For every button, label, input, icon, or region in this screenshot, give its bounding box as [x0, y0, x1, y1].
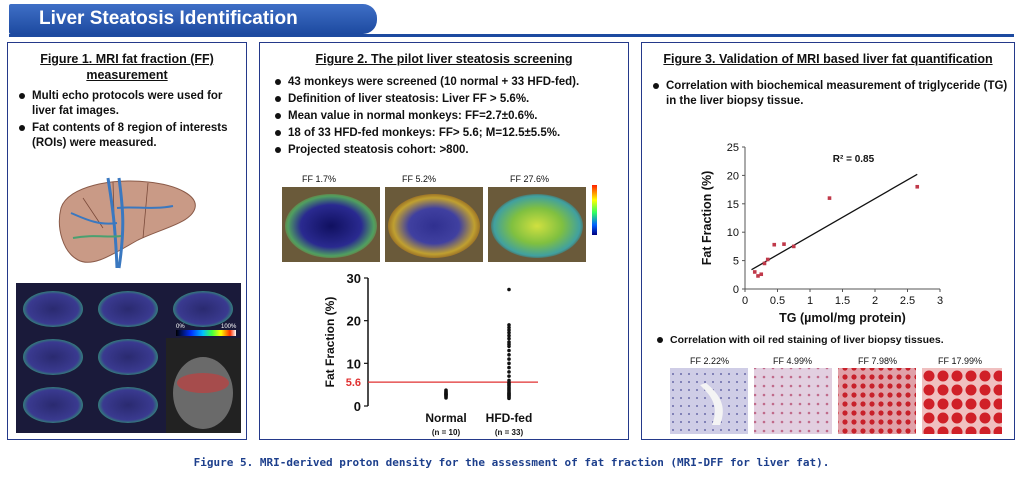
group-n-label: (n = 33): [495, 428, 524, 437]
y-tick-label: 30: [347, 271, 361, 286]
ff-image-label: FF 5.2%: [402, 174, 436, 184]
figure3-bullets-top: Correlation with biochemical measurement…: [642, 79, 1014, 109]
data-point: [507, 330, 511, 335]
data-point: [507, 336, 511, 341]
data-point: [507, 361, 511, 366]
y-tick-label: 10: [347, 356, 361, 371]
figure2-bullets: 43 monkeys were screened (10 normal + 33…: [260, 75, 628, 158]
data-point: [507, 325, 511, 330]
x-tick-label: 2: [872, 295, 878, 307]
figure2-bullet: 18 of 33 HFD-fed monkeys: FF> 5.6; M=12.…: [274, 126, 628, 141]
figure1-bullet: Fat contents of 8 region of interests (R…: [18, 121, 246, 151]
data-point: [507, 374, 511, 378]
data-point: [772, 242, 777, 247]
group-label: Normal: [425, 411, 466, 425]
y-tick-label: 0: [733, 284, 739, 296]
histo-label: FF 17.99%: [938, 356, 982, 366]
data-point: [756, 274, 760, 278]
x-axis-label: TG (µmol/mg protein): [779, 311, 906, 325]
figure2-bullet: Projected steatosis cohort: >800.: [274, 143, 628, 158]
x-tick-label: 3: [937, 295, 943, 307]
figure2-title: Figure 2. The pilot liver steatosis scre…: [315, 52, 573, 66]
liver-anatomy-diagram: [58, 177, 196, 269]
figure3-title: Figure 3. Validation of MRI based liver …: [663, 52, 993, 66]
data-point: [507, 365, 511, 370]
figure1-bullet: Multi echo protocols were used for liver…: [18, 89, 246, 119]
figure2-panel: Figure 2. The pilot liver steatosis scre…: [259, 42, 629, 440]
banner-underline: [9, 34, 1014, 37]
data-point: [752, 270, 757, 274]
histo-label: FF 7.98%: [858, 356, 897, 366]
ff-mri-examples: FF 1.7% FF 5.2% FF 27.6%: [282, 174, 597, 262]
y-tick-label: 15: [727, 199, 739, 211]
data-point: [507, 328, 511, 332]
section-banner: Liver Steatosis Identification: [9, 4, 377, 34]
group-n-label: (n = 10): [432, 428, 461, 437]
colorbar-min-label: 0%: [176, 324, 185, 330]
histo-image: [922, 368, 1002, 434]
data-point: [507, 348, 511, 353]
data-point: [507, 357, 511, 361]
section-title: Liver Steatosis Identification: [39, 8, 298, 29]
oil-red-staining-images: FF 2.22% FF 4.99% FF 7.98% FF 17.99%: [670, 356, 1002, 434]
data-point: [507, 323, 511, 327]
data-point: [915, 184, 920, 189]
x-tick-label: 1.5: [835, 295, 850, 307]
y-tick-label: 10: [727, 227, 739, 239]
y-tick-label: 5: [733, 256, 739, 268]
histo-label: FF 2.22%: [690, 356, 729, 366]
x-tick-label: 0: [742, 295, 748, 307]
mri-slice-grid: 0% 100%: [16, 283, 241, 433]
figure3-bullet: Correlation with biochemical measurement…: [652, 79, 1014, 109]
data-point: [791, 244, 796, 249]
data-point: [507, 353, 511, 357]
data-point: [507, 342, 511, 346]
data-point: [507, 370, 511, 374]
data-point: [507, 333, 511, 338]
figure2-bullet: Mean value in normal monkeys: FF=2.7±0.6…: [274, 109, 628, 124]
figure2-bullet: Definition of liver steatosis: Liver FF …: [274, 92, 628, 107]
x-tick-label: 2.5: [900, 295, 915, 307]
figure3-panel: Figure 3. Validation of MRI based liver …: [641, 42, 1015, 440]
data-point: [507, 378, 511, 383]
ff-image-label: FF 1.7%: [302, 174, 336, 184]
figure3-bullet: Correlation with oil red staining of liv…: [656, 333, 944, 348]
figure-caption: Figure 5. MRI-derived proton density for…: [193, 456, 830, 469]
group-label: HFD-fed: [486, 411, 533, 425]
r-squared-annotation: R² = 0.85: [833, 154, 875, 165]
ff-image-label: FF 27.6%: [510, 174, 549, 184]
x-tick-label: 1: [807, 295, 813, 307]
y-axis-label: Fat Fraction (%): [700, 171, 714, 265]
mri-slices: 0% 100%: [23, 291, 241, 433]
y-tick-label: 20: [727, 170, 739, 182]
fit-line: [751, 173, 918, 271]
data-point: [759, 272, 764, 277]
colorbar-max-label: 100%: [221, 324, 237, 330]
figure3-chart: 0 5 10 15 20 25 0 0.5 1 1.5 2 2.5 3 TG (µmol/mg prote…: [700, 142, 943, 325]
x-tick-label: 0.5: [770, 295, 785, 307]
ff-colorbar: [592, 185, 597, 235]
histo-label: FF 4.99%: [773, 356, 812, 366]
histo-image: [670, 368, 748, 434]
figure2-bullet: 43 monkeys were screened (10 normal + 33…: [274, 75, 628, 90]
histo-image: [838, 368, 916, 434]
figure1-panel: Figure 1. MRI fat fraction (FF) measurem…: [7, 42, 247, 440]
figure1-title: Figure 1. MRI fat fraction (FF) measurem…: [40, 52, 214, 82]
y-tick-label: 25: [727, 142, 739, 154]
data-point: [782, 242, 786, 246]
data-point: [765, 257, 770, 262]
threshold-label: 5.6: [346, 377, 361, 389]
data-point: [444, 388, 448, 393]
y-tick-label: 0: [354, 399, 361, 414]
data-point: [507, 287, 511, 292]
figure1-bullets: Multi echo protocols were used for liver…: [8, 89, 246, 151]
y-tick-label: 20: [347, 314, 361, 329]
figure3-bullets-bottom: Correlation with oil red staining of liv…: [642, 333, 944, 350]
y-axis-label: Fat Fraction (%): [323, 297, 337, 388]
data-point: [762, 261, 767, 266]
histo-image: [754, 368, 832, 434]
figure2-chart: 0 10 20 30 Fat Fraction (%) 5.6 Normal (n = 10)…: [323, 271, 538, 437]
data-point: [827, 196, 832, 200]
